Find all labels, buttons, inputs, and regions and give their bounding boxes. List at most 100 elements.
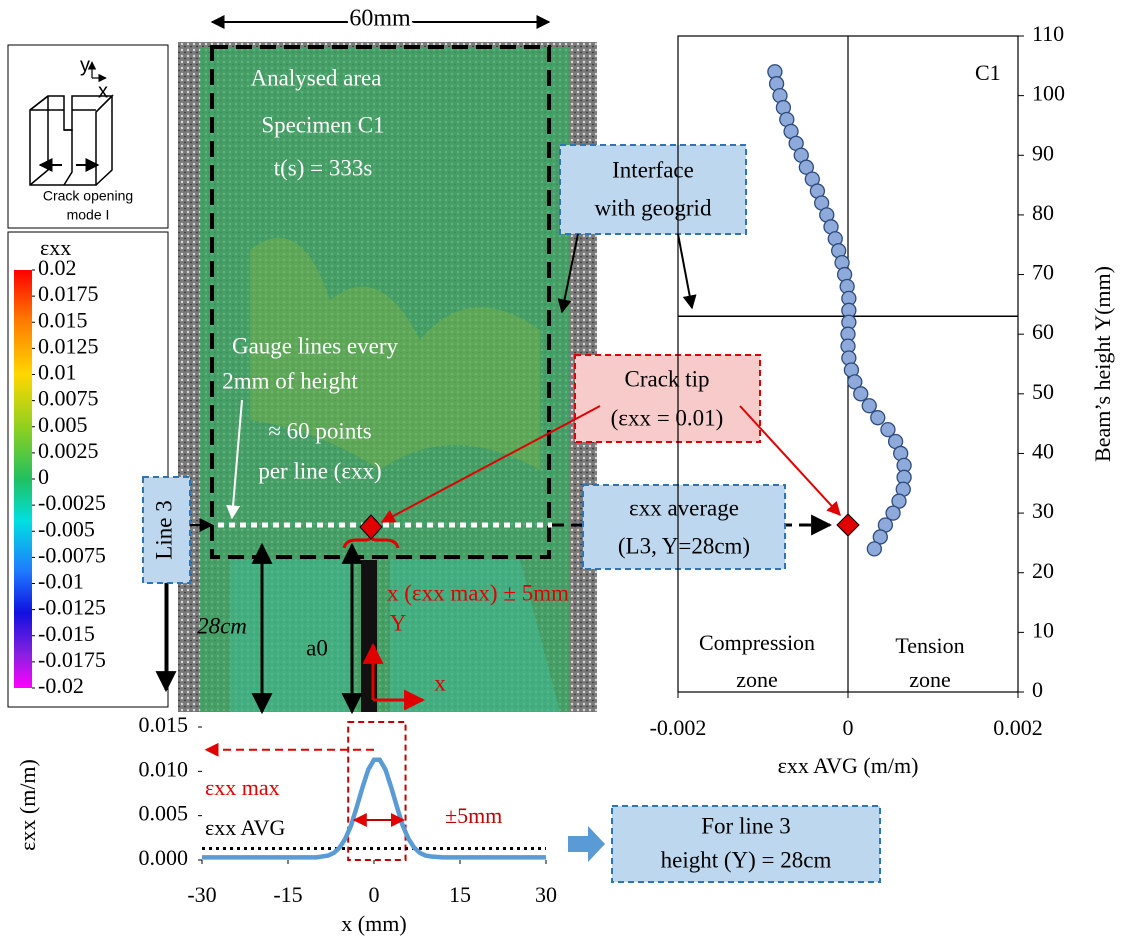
colorbar [14,270,32,688]
caption: Crack opening [43,188,133,204]
colorbar-label: -0.01 [38,569,84,594]
colorbar-label: 0.015 [38,307,88,332]
zone-label: zone [909,667,951,692]
point [872,529,888,545]
notch-label: a0 [306,635,328,660]
y-tick-label: 70 [1032,260,1054,285]
colorbar-label: -0.0025 [38,490,106,515]
strain-overlay [230,560,560,712]
pointer [380,405,601,523]
photo-text: 2mm of height [222,368,358,393]
y-tick-label: 50 [1032,379,1054,404]
point [798,159,814,175]
caption: mode I [67,207,110,223]
callout-text: εxx average [629,495,739,520]
window [347,721,407,861]
photo-text: ≈ 60 points [268,418,371,443]
callout-box [574,354,761,443]
y-axis-label: εxx (m/m) [15,759,40,851]
callout-text: height (Y) = 28cm [661,847,832,872]
colorbar-label: 0.0025 [38,438,99,463]
colorbar-label: 0 [38,464,49,489]
y-tick-label: 80 [1032,200,1054,225]
point [866,541,882,557]
x-tick-label: -0.002 [650,715,707,740]
callout-text: (L3, Y=28cm) [618,533,750,558]
colorbar-label: 0.0075 [38,386,99,411]
callout-text: (εxx = 0.01) [611,405,724,430]
local-axis-label: Y [390,610,407,635]
point [885,505,901,521]
pointer [677,233,697,310]
callouts: Line 3 Interface with geogrid Crack tip … [142,144,881,883]
flow-arrow [568,826,605,862]
colorbar-label: -0.02 [38,673,84,698]
x-tick-label: 0.002 [993,715,1043,740]
crack-mode-panel: y x Crack opening mode I [7,44,169,229]
pointer [739,405,841,517]
point [880,421,896,438]
callout-text: Line 3 [151,500,176,559]
y-tick-label: 90 [1032,140,1054,165]
x-axis-label: x (mm) [341,911,406,936]
zone-label: zone [736,667,778,692]
x-tick-label: 0 [369,882,380,907]
photo-text: t(s) = 333s [274,155,373,180]
window-label: x (εxx max) ± 5mm [387,580,569,605]
y-tick-label: 110 [1032,21,1064,46]
colorbar-label: 0.005 [38,412,88,437]
colorbar-label: -0.015 [38,621,95,646]
colorbar-title: εxx [40,235,71,260]
y-tick-label: 30 [1032,498,1054,523]
axis-label: y [80,54,90,76]
x-tick-label: -15 [273,882,302,907]
y-tick-label: 0.000 [139,845,189,870]
colorbar-label: -0.0075 [38,542,106,567]
local-axis-label: x [434,670,446,695]
colorbar-label: 0.0125 [38,333,99,358]
callout-box [559,144,747,235]
colorbar-frame [7,231,169,708]
callout-text: Crack tip [625,366,710,391]
width-label: 60mm [349,6,411,32]
line [202,757,546,860]
x-tick-label: 0 [843,715,854,740]
point [861,398,877,414]
callout-box [142,476,191,584]
callout-text: with geogrid [595,195,712,220]
colorbar-label: 0.0175 [38,281,99,306]
y-tick-label: 20 [1032,558,1054,583]
callout-box [611,805,881,883]
annotation: ±5mm [445,803,502,828]
x-tick-label: 30 [535,882,557,907]
colorbar-label: -0.0175 [38,647,106,672]
y-tick-label: 10 [1032,617,1054,642]
y-tick-label: 0.015 [139,712,189,737]
dic-photo: 60mm Analysed area Specimen C1 t(s) = 33… [178,3,833,715]
pointer [226,399,243,520]
y-tick-label: 0 [1032,677,1043,702]
y-tick-label: 100 [1032,81,1065,106]
notch [361,560,377,712]
callout-text: Interface [612,157,694,182]
height-label: 28cm [197,613,247,638]
y-axis-label: Beam’s height Y(mm) [1090,266,1115,462]
y-tick-label: 40 [1032,439,1054,464]
point [891,493,907,509]
highlight-point [836,513,860,537]
x-axis-label: εxx AVG (m/m) [778,753,919,778]
x-tick-label: 15 [449,882,471,907]
pointer [557,233,579,314]
colorbar-label: 0.01 [38,360,77,385]
axis-label: x [98,80,108,102]
x-tick-label: -30 [187,882,216,907]
point [870,410,886,426]
crack-tip-marker [359,514,383,540]
zone-label: Tension [895,633,964,658]
photo-text: Gauge lines every [232,333,399,358]
analysed-area [210,45,551,559]
colorbar-label: -0.005 [38,516,95,541]
callout-text: For line 3 [701,813,790,838]
point [847,374,863,390]
callout-box [582,484,786,570]
